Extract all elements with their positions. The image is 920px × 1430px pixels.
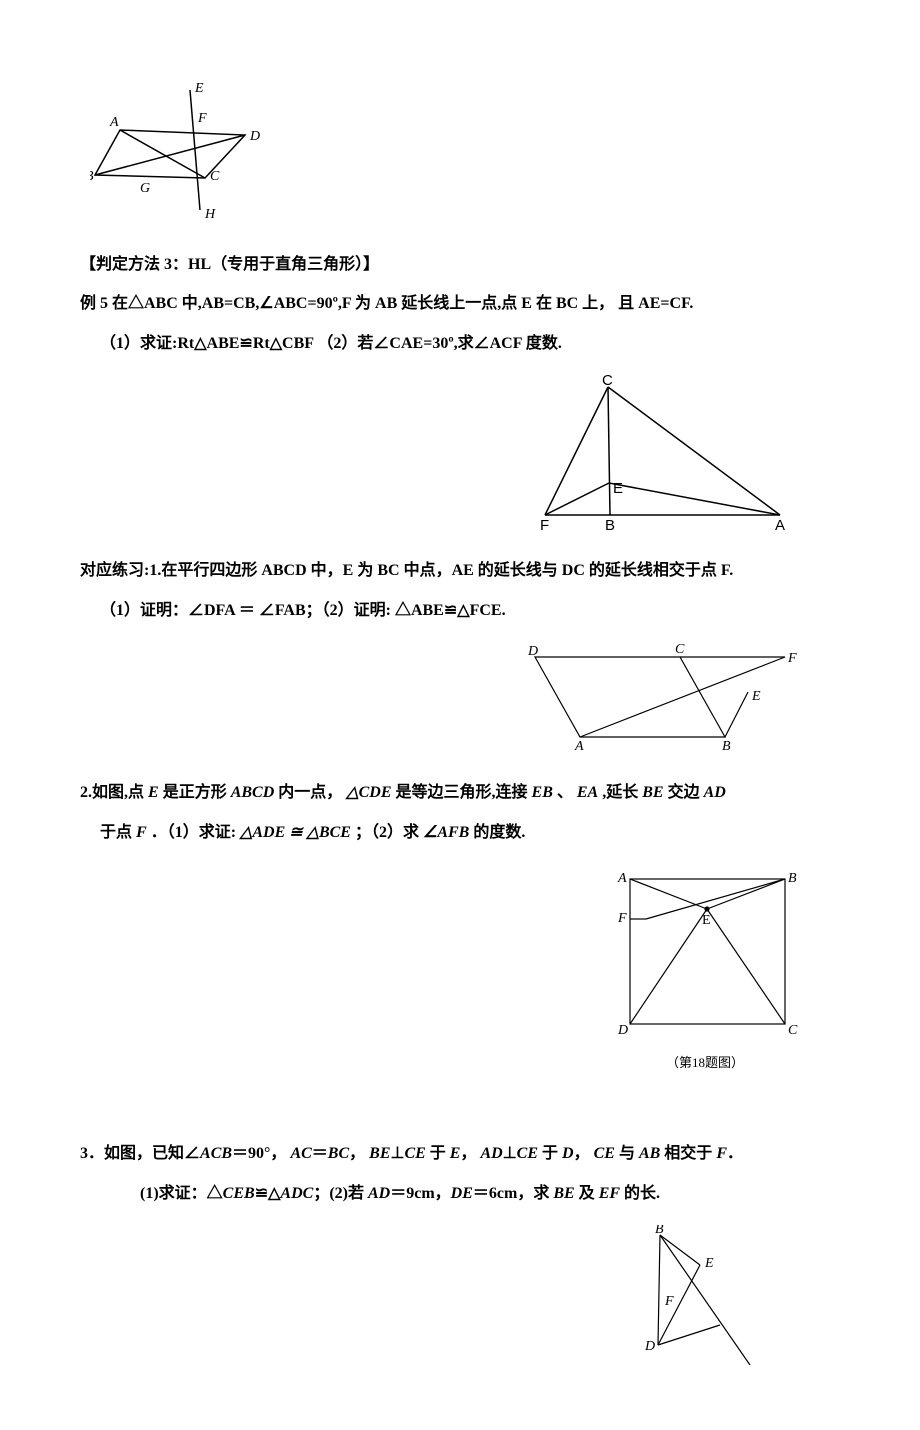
label-F: F [664, 1294, 674, 1309]
label-B: B [722, 739, 731, 752]
practice1-sub: （1）证明：∠DFA ＝ ∠FAB；（2）证明: △ABE≌△FCE. [80, 595, 840, 627]
figure-triangle-bef: B E F D [80, 1225, 760, 1365]
label-B: B [655, 1225, 664, 1237]
label-A: A [109, 115, 119, 130]
label-C: C [602, 375, 613, 389]
label-B: B [605, 517, 615, 530]
figure-triangle-cbf: C E F B A [80, 375, 800, 530]
label-G: G [140, 181, 150, 196]
practice1-text: 对应练习:1.在平行四边形 ABCD 中，E 为 BC 中点，AE 的延长线与 … [80, 555, 840, 587]
label-A: A [617, 871, 627, 886]
label-D: D [249, 129, 260, 144]
label-D: D [527, 644, 538, 659]
problem3-line1: 3．如图，已知∠ACB＝90°， AC＝BC， BE⊥CE 于 E， AD⊥CE… [80, 1138, 840, 1170]
label-E: E [194, 81, 204, 96]
method-heading: 【判定方法 3：HL（专用于直角三角形）】 [80, 251, 840, 280]
label-B: B [788, 871, 797, 886]
label-F: F [540, 517, 549, 530]
label-E: E [704, 1256, 714, 1271]
fig4-caption: （第18题图） [610, 1051, 800, 1074]
problem3-line2: (1)求证：△CEB≌△ADC；(2)若 AD＝9cm，DE＝6cm，求 BE … [80, 1178, 840, 1210]
label-E: E [613, 480, 623, 497]
label-D: D [644, 1339, 655, 1354]
example5-text: 例 5 在△ABC 中,AB=CB,∠ABC=90º,F 为 AB 延长线上一点… [80, 288, 840, 320]
label-H: H [204, 207, 216, 220]
label-D: D [617, 1023, 628, 1038]
label-C: C [788, 1023, 798, 1038]
label-A: A [775, 517, 785, 530]
label-F: F [617, 911, 627, 926]
figure-square-abcd: A B F E D C （第18题图） [80, 864, 800, 1075]
problem2-line1: 2.如图,点 E 是正方形 ABCD 内一点， △CDE 是等边三角形,连接 E… [80, 777, 840, 809]
label-B: B [90, 169, 94, 184]
problem2-line2: 于点 F ．（1）求证: △ADE ≅ △BCE ；（2）求 ∠AFB 的度数. [80, 817, 840, 849]
label-C: C [675, 642, 685, 657]
figure-parallelogram-efgh: E A F D B G C H [90, 80, 840, 231]
label-E: E [702, 913, 711, 928]
label-F: F [787, 651, 797, 666]
label-F: F [197, 111, 207, 126]
label-A: A [574, 739, 584, 752]
label-C: C [210, 169, 220, 184]
label-E: E [751, 689, 761, 704]
figure-parallelogram-dcf: D C F E A B [80, 642, 800, 752]
example5-sub: （1）求证:Rt△ABE≌Rt△CBF （2）若∠CAE=30º,求∠ACF 度… [80, 328, 840, 360]
